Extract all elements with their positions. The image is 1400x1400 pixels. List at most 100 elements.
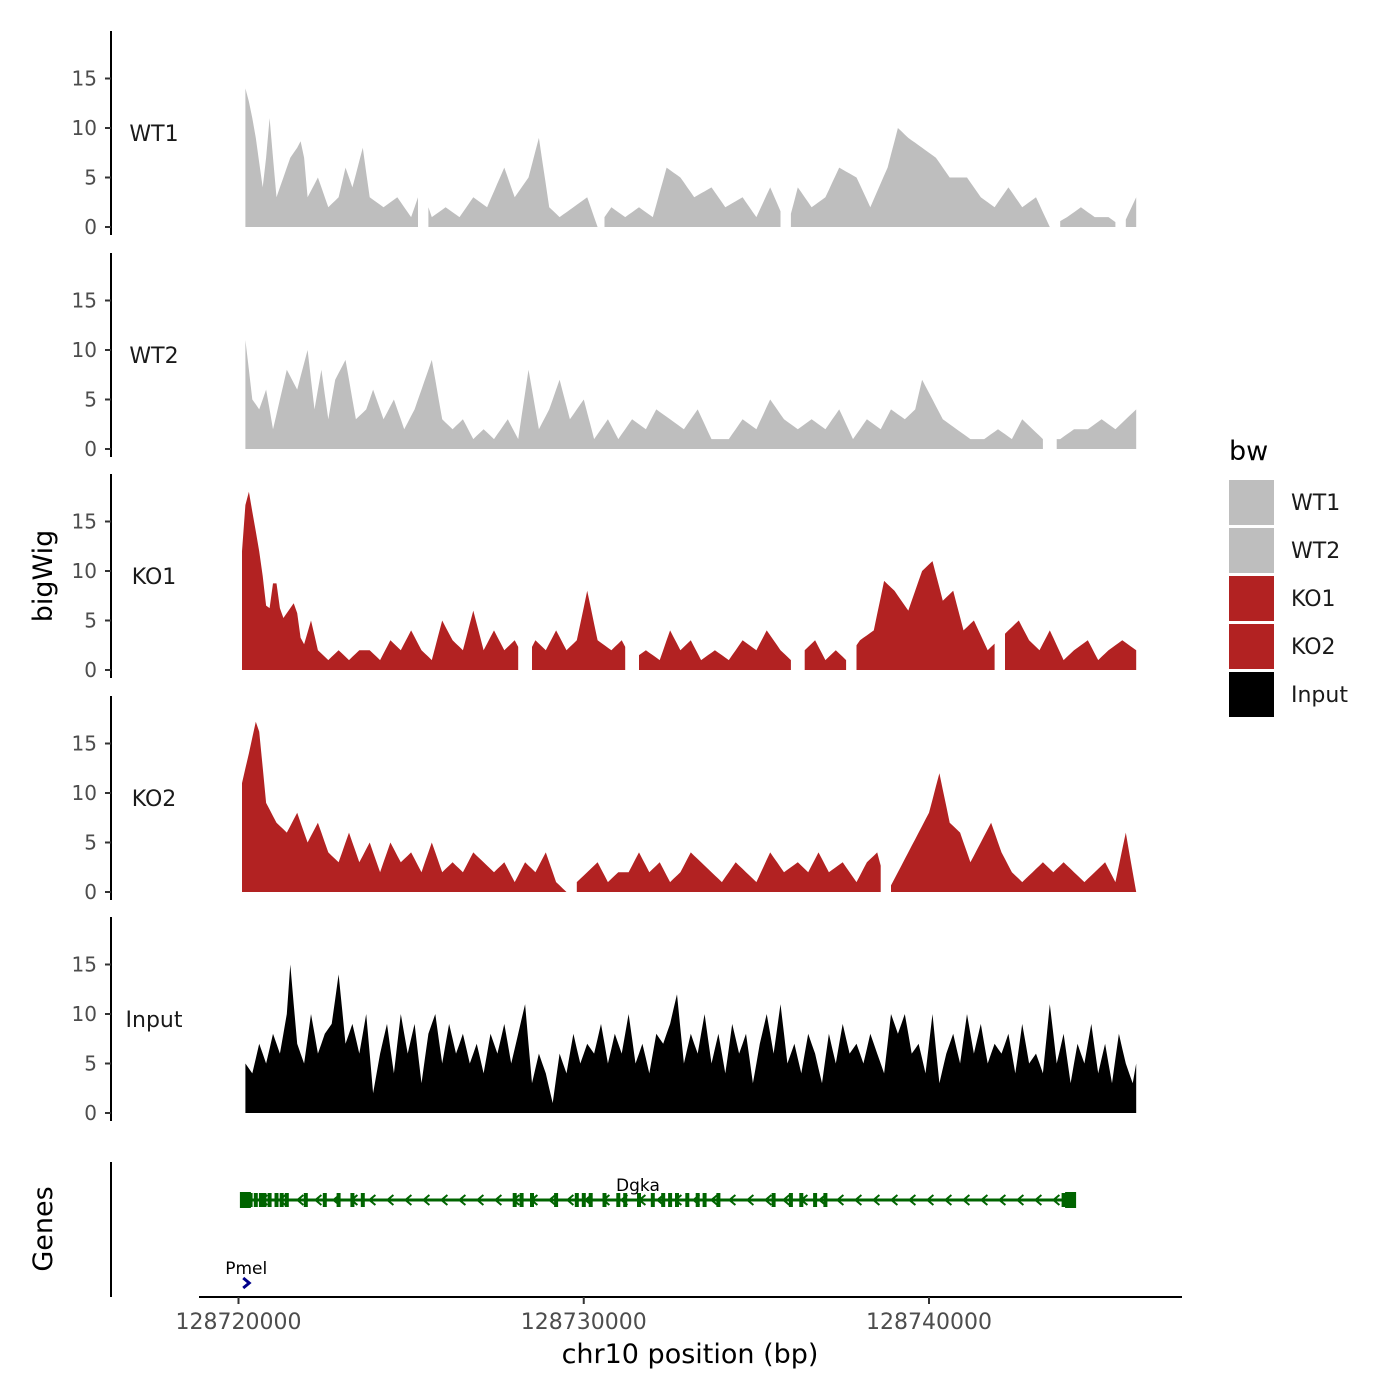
exon-dgka (303, 1193, 308, 1207)
exon-dgka (360, 1193, 365, 1207)
exon-dgka (530, 1193, 534, 1207)
legend-item-wt2: WT2 (1229, 528, 1340, 573)
y-axis-title: bigWig (28, 530, 59, 623)
strand-chevron-dgka (475, 1194, 485, 1206)
exon-dgka (650, 1193, 655, 1207)
gene-label-dgka: Dgka (616, 1176, 660, 1196)
genes-axis-title: Genes (28, 1186, 59, 1271)
strand-chevron-dgka (979, 1194, 989, 1206)
track-input: 0 5 10 15 Input (72, 917, 1137, 1125)
y-tick-label-ko2-15: 15 (72, 732, 97, 756)
strand-chevron-dgka (727, 1194, 737, 1206)
track-ko1: 0 5 10 15 KO1 (72, 474, 1137, 682)
strand-chevron-dgka (457, 1194, 467, 1206)
exon-dgka (771, 1193, 776, 1207)
y-tick-label-wt1-0: 0 (84, 215, 97, 239)
strand-chevron-dgka (781, 1194, 791, 1206)
exon-dgka (695, 1193, 700, 1207)
strand-chevron-dgka (403, 1194, 413, 1206)
exon-dgka (284, 1193, 289, 1207)
exon-dgka (253, 1193, 258, 1207)
track-label-wt1: WT1 (129, 122, 178, 147)
signal-area-input (245, 964, 1137, 1113)
strand-chevron-dgka (871, 1194, 881, 1206)
strand-chevron-dgka (493, 1194, 503, 1206)
legend-swatch-wt1 (1229, 480, 1274, 525)
exon-dgka (788, 1193, 793, 1207)
exon-dgka (823, 1193, 828, 1207)
legend: bw WT1 WT2 KO1 KO2 Input (1229, 436, 1348, 717)
strand-chevron-dgka (709, 1194, 719, 1206)
genes-panel: Dgka Pmel (110, 1162, 1077, 1297)
strand-chevron-dgka (367, 1194, 377, 1206)
y-tick-label-input-10: 10 (72, 1002, 97, 1026)
exon-dgka (1065, 1192, 1077, 1208)
exon-dgka (322, 1193, 327, 1207)
strand-chevron-dgka (835, 1194, 845, 1206)
exon-dgka (637, 1193, 641, 1207)
track-ko2: 0 5 10 15 KO2 (72, 696, 1137, 904)
exon-dgka (661, 1193, 666, 1207)
strand-chevron-dgka (439, 1194, 449, 1206)
y-tick-label-input-5: 5 (84, 1052, 97, 1076)
exon-dgka (1061, 1193, 1066, 1207)
strand-chevron-dgka (889, 1194, 899, 1206)
strand-chevron-dgka (1015, 1194, 1025, 1206)
exon-dgka (274, 1193, 279, 1207)
strand-chevron-dgka (565, 1194, 575, 1206)
legend-label-ko2: KO2 (1291, 635, 1336, 660)
strand-chevron-dgka (763, 1194, 773, 1206)
track-wt2: 0 5 10 15 WT2 (72, 253, 1137, 461)
strand-chevron-dgka (745, 1194, 755, 1206)
legend-label-input: Input (1291, 683, 1348, 708)
x-axis: 128720000 128730000 128740000 chr10 positi… (176, 1296, 1182, 1370)
legend-swatch-ko1 (1229, 576, 1274, 621)
y-tick-label-wt2-15: 15 (72, 289, 97, 313)
gene-label-pmel: Pmel (225, 1259, 267, 1279)
track-label-ko1: KO1 (132, 565, 177, 590)
exon-dgka (239, 1192, 251, 1208)
y-tick-label-ko1-10: 10 (72, 559, 97, 583)
exon-dgka (813, 1193, 818, 1207)
strand-chevron-dgka (961, 1194, 971, 1206)
x-ticks: 128720000 128730000 128740000 (176, 1297, 992, 1335)
strand-chevron-dgka (907, 1194, 917, 1206)
y-tick-label-wt2-10: 10 (72, 338, 97, 362)
strand-chevron-dgka (853, 1194, 863, 1206)
y-tick-label-input-15: 15 (72, 953, 97, 977)
strand-chevron-dgka (385, 1194, 395, 1206)
legend-swatch-wt2 (1229, 528, 1274, 573)
signal-area-wt1 (245, 88, 1137, 228)
track-label-wt2: WT2 (129, 344, 178, 369)
y-tick-label-ko1-15: 15 (72, 510, 97, 534)
legend-item-wt1: WT1 (1229, 480, 1340, 525)
exon-dgka (350, 1193, 355, 1207)
exon-dgka (702, 1193, 707, 1207)
legend-item-ko2: KO2 (1229, 624, 1336, 669)
exon-dgka (248, 1193, 253, 1207)
y-tick-label-wt1-15: 15 (72, 67, 97, 91)
exon-dgka (799, 1193, 804, 1207)
strand-chevron-dgka (295, 1194, 305, 1206)
signal-area-ko2 (242, 721, 1137, 892)
strand-chevron-dgka (1051, 1194, 1061, 1206)
gene-models: Dgka Pmel (225, 1176, 1077, 1290)
exon-dgka (623, 1193, 628, 1207)
exon-dgka (336, 1193, 341, 1207)
legend-item-input: Input (1229, 672, 1348, 717)
track-wt1: 0 5 10 15 WT1 (72, 31, 1137, 239)
legend-label-wt1: WT1 (1291, 491, 1340, 516)
exon-dgka (519, 1193, 524, 1207)
y-tick-label-wt1-5: 5 (84, 166, 97, 190)
legend-item-ko1: KO1 (1229, 576, 1336, 621)
exon-dgka (279, 1193, 284, 1207)
y-tick-label-ko1-0: 0 (84, 658, 97, 682)
track-label-ko2: KO2 (132, 787, 177, 812)
exon-dgka (574, 1193, 579, 1207)
y-tick-label-wt2-0: 0 (84, 437, 97, 461)
strand-chevron-dgka (925, 1194, 935, 1206)
exon-dgka (512, 1193, 517, 1207)
y-tick-label-ko2-5: 5 (84, 831, 97, 855)
x-axis-title: chr10 position (bp) (562, 1339, 819, 1370)
strand-chevron-dgka (997, 1194, 1007, 1206)
